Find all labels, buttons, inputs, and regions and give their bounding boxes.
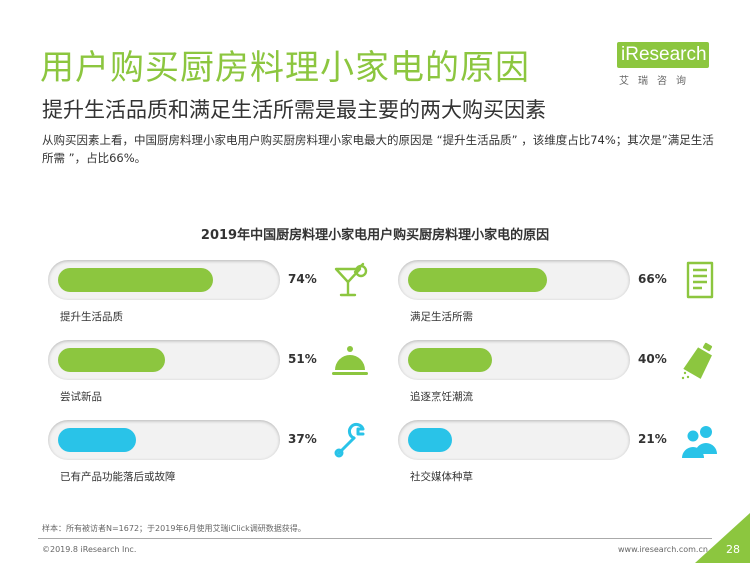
description-text: 从购买因素上看，中国厨房料理小家电用户购买厨房料理小家电最大的原因是 “提升生活… — [42, 133, 714, 165]
progress-fill — [58, 268, 214, 292]
wrench-icon — [334, 422, 365, 458]
percent-label: 74% — [288, 272, 317, 286]
copyright: ©2019.8 iResearch Inc. — [42, 545, 137, 554]
cloche-icon — [332, 346, 368, 375]
logo-wordmark: iResearch — [617, 42, 709, 68]
reason-label: 社交媒体种草 — [410, 471, 473, 483]
progress-track — [398, 420, 630, 460]
reason-item-5: 21% 社交媒体种草 — [398, 420, 728, 490]
page-title: 用户购买厨房料理小家电的原因 — [40, 48, 530, 88]
reason-label: 追逐烹饪潮流 — [410, 391, 473, 403]
reason-label: 尝试新品 — [60, 391, 102, 403]
percent-label: 37% — [288, 432, 317, 446]
logo-subtitle: 艾瑞咨询 — [619, 76, 695, 87]
progress-fill — [408, 348, 492, 372]
users-icon — [682, 426, 717, 458]
progress-fill — [58, 348, 166, 372]
percent-label: 51% — [288, 352, 317, 366]
footer-divider — [38, 538, 712, 539]
progress-track — [48, 260, 280, 300]
spray-bottle-icon — [681, 342, 713, 380]
reason-item-3: 40% 追逐烹饪潮流 — [398, 340, 728, 410]
page-number: 28 — [726, 543, 740, 556]
website-link[interactable]: www.iresearch.com.cn — [618, 545, 708, 554]
reason-label: 提升生活品质 — [60, 311, 123, 323]
progress-fill — [408, 268, 547, 292]
cocktail-icon — [334, 262, 368, 297]
progress-track — [48, 340, 280, 380]
progress-fill — [408, 428, 453, 452]
reason-label: 满足生活所需 — [410, 311, 473, 323]
percent-label: 21% — [638, 432, 667, 446]
corner-decoration — [695, 513, 750, 563]
reason-item-0: 74% 提升生活品质 — [48, 260, 378, 330]
progress-fill — [58, 428, 136, 452]
reason-label: 已有产品功能落后或故障 — [60, 471, 176, 483]
reason-item-1: 66% 满足生活所需 — [398, 260, 728, 330]
percent-label: 40% — [638, 352, 667, 366]
progress-track — [48, 420, 280, 460]
footnote: 样本：所有被访者N=1672；于2019年6月使用艾瑞iClick调研数据获得。 — [42, 524, 306, 533]
page-subtitle: 提升生活品质和满足生活所需是最主要的两大购买因素 — [42, 98, 546, 122]
reason-item-4: 37% 已有产品功能落后或故障 — [48, 420, 378, 490]
chart-title: 2019年中国厨房料理小家电用户购买厨房料理小家电的原因 — [200, 228, 550, 243]
document-icon — [686, 261, 714, 299]
iresearch-logo: iResearch 艾瑞咨询 — [617, 42, 713, 88]
progress-track — [398, 260, 630, 300]
percent-label: 66% — [638, 272, 667, 286]
progress-track — [398, 340, 630, 380]
reason-item-2: 51% 尝试新品 — [48, 340, 378, 410]
